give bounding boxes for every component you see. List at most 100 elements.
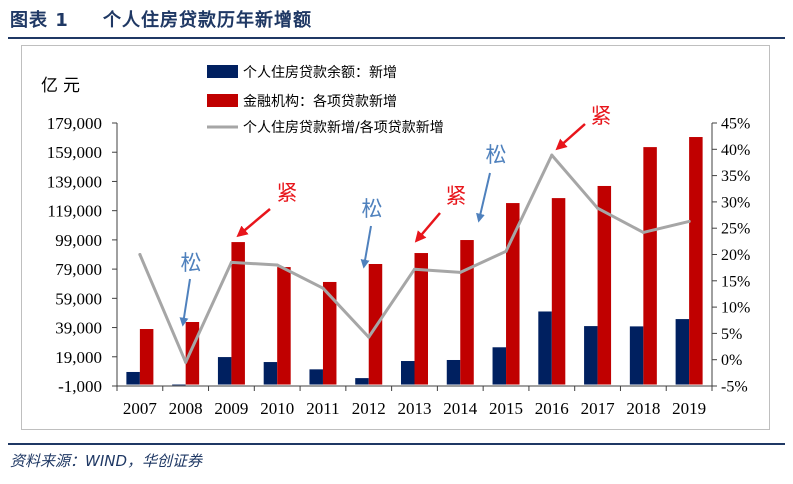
left-tick-label: 159,000 bbox=[47, 143, 102, 162]
right-tick-label: 5% bbox=[721, 326, 742, 343]
bar-total-loan-new bbox=[322, 281, 337, 385]
bar-housing-loan-new bbox=[126, 371, 140, 385]
annotation-text: 紧 bbox=[446, 184, 467, 208]
chart-frame bbox=[21, 45, 770, 430]
x-tick-label: 2014 bbox=[443, 399, 478, 418]
bar-housing-loan-new bbox=[629, 326, 644, 385]
legend-swatch-total-loan-new bbox=[207, 94, 238, 107]
ratio-point bbox=[184, 360, 188, 364]
annotation-arrow bbox=[236, 208, 271, 238]
annotation-text: 松 bbox=[181, 251, 202, 275]
left-tick-label: 119,000 bbox=[47, 202, 102, 221]
bar-housing-loan-new bbox=[675, 319, 690, 385]
bar-housing-loan-new bbox=[538, 311, 552, 385]
x-tick-label: 2013 bbox=[398, 399, 432, 418]
annotation-arrow bbox=[476, 172, 491, 223]
axes: 179,000 159,000 139,000 119,000 99,000 79,000… bbox=[47, 114, 751, 418]
x-tick-label: 2012 bbox=[352, 399, 386, 418]
ratio-point bbox=[550, 153, 554, 157]
x-tick-label: 2017 bbox=[581, 399, 616, 418]
left-tick-label: 139,000 bbox=[47, 172, 102, 191]
legend-label: 个人住房贷款新增/各项贷款新增 bbox=[243, 120, 444, 136]
left-tick-label: 179,000 bbox=[47, 114, 102, 133]
x-tick-label: 2019 bbox=[672, 399, 706, 418]
x-tick-label: 2016 bbox=[535, 399, 569, 418]
right-tick-label: 15% bbox=[721, 273, 750, 290]
ratio-point bbox=[596, 206, 600, 210]
annotation-arrow bbox=[414, 212, 441, 243]
ratio-point bbox=[229, 260, 233, 264]
bar-total-loan-new bbox=[231, 242, 245, 385]
ratio-point bbox=[367, 335, 371, 339]
ratio-point bbox=[458, 270, 462, 274]
bar-housing-loan-new bbox=[401, 361, 415, 385]
source-note: 资料来源：WIND，华创证券 bbox=[10, 452, 203, 470]
right-tick-label: 45% bbox=[721, 116, 750, 133]
right-tick-label: 30% bbox=[721, 194, 750, 211]
x-tick-label: 2015 bbox=[489, 399, 523, 418]
left-tick-label: 99,000 bbox=[55, 231, 102, 250]
annotation-arrow bbox=[555, 123, 586, 151]
ratio-point bbox=[275, 263, 279, 267]
figure-title: 个人住房贷款历年新增额 bbox=[103, 10, 312, 31]
ratio-point bbox=[687, 219, 691, 223]
bar-housing-loan-new bbox=[309, 369, 323, 385]
left-tick-label: 59,000 bbox=[55, 289, 102, 308]
ratio-point bbox=[413, 267, 416, 271]
bar-housing-loan-new bbox=[492, 347, 507, 385]
bar-total-loan-new bbox=[597, 185, 612, 385]
ratio-series bbox=[138, 153, 691, 364]
x-tick-label: 2008 bbox=[169, 399, 203, 418]
left-tick-label: 79,000 bbox=[55, 260, 102, 279]
x-tick-label: 2011 bbox=[306, 399, 339, 418]
bar-housing-loan-new bbox=[217, 357, 232, 385]
annotation-text: 紧 bbox=[277, 181, 298, 205]
left-tick-label: 39,000 bbox=[55, 319, 102, 338]
x-tick-label: 2007 bbox=[123, 399, 158, 418]
y-axis-unit-label: 亿元 bbox=[41, 76, 85, 96]
bars bbox=[126, 137, 703, 386]
annotation-arrow bbox=[179, 278, 191, 327]
bar-housing-loan-new bbox=[263, 362, 278, 385]
ratio-point bbox=[138, 253, 142, 256]
right-tick-label: 25% bbox=[721, 221, 750, 238]
ratio-point bbox=[321, 286, 325, 290]
bar-housing-loan-new bbox=[172, 384, 186, 386]
bar-total-loan-new bbox=[368, 263, 383, 385]
figure-header: 图表 1 个人住房贷款历年新增额 bbox=[10, 7, 312, 35]
bar-total-loan-new bbox=[277, 267, 291, 385]
bar-total-loan-new bbox=[689, 137, 703, 385]
bar-total-loan-new bbox=[460, 240, 474, 385]
annotation-text: 松 bbox=[486, 143, 507, 167]
legend-label: 个人住房贷款余额：新增 bbox=[243, 64, 397, 81]
annotation-arrow bbox=[360, 225, 372, 269]
legend-label: 金融机构：各项贷款新增 bbox=[243, 94, 397, 110]
right-tick-label: 0% bbox=[721, 352, 742, 369]
bar-housing-loan-new bbox=[584, 326, 598, 385]
right-tick-label: 35% bbox=[721, 168, 750, 185]
bar-total-loan-new bbox=[185, 322, 200, 385]
bar-total-loan-new bbox=[643, 147, 657, 385]
bar-total-loan-new bbox=[506, 203, 520, 385]
x-tick-label: 2018 bbox=[626, 399, 660, 418]
right-tick-label: 10% bbox=[721, 300, 750, 317]
bar-total-loan-new bbox=[414, 253, 428, 385]
annotation-text: 松 bbox=[362, 197, 383, 221]
bar-housing-loan-new bbox=[355, 378, 369, 385]
ratio-point bbox=[504, 249, 508, 253]
legend-swatch-housing-loan-new bbox=[207, 65, 238, 78]
right-tick-label: 20% bbox=[721, 247, 750, 264]
figure-label: 图表 1 bbox=[10, 10, 69, 31]
footer-rule bbox=[8, 443, 785, 445]
bar-housing-loan-new bbox=[446, 359, 461, 385]
x-tick-label: 2009 bbox=[214, 399, 248, 418]
right-tick-label: 40% bbox=[721, 142, 750, 159]
bar-total-loan-new bbox=[551, 198, 566, 385]
left-tick-label: 19,000 bbox=[55, 348, 102, 367]
bar-total-loan-new bbox=[139, 329, 154, 385]
annotation-text: 紧 bbox=[591, 104, 612, 128]
ratio-point bbox=[641, 230, 645, 234]
